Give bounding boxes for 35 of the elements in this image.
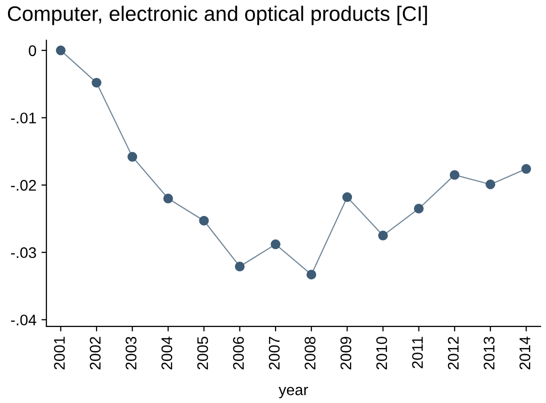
point [306, 270, 316, 280]
chart-title: Computer, electronic and optical products [CI] [8, 6, 427, 26]
point [450, 170, 460, 180]
x-tick-label: 2004 [161, 336, 172, 370]
x-tick-label: 2008 [304, 336, 316, 370]
point [234, 262, 245, 272]
point [163, 194, 174, 204]
point [414, 204, 424, 214]
x-tick-label: 2005 [197, 336, 208, 370]
point [92, 78, 102, 88]
x-tick-label: 2001 [54, 336, 65, 370]
x-tick-label: 2011 [412, 336, 423, 368]
x-tick-label: 2014 [520, 336, 530, 370]
y-tick-label: 0 [28, 45, 36, 56]
x-tick-label: 2006 [233, 336, 244, 370]
x-tick-label: 2012 [448, 336, 459, 370]
point [486, 180, 496, 190]
x-tick-label: 2010 [376, 336, 388, 370]
point [521, 164, 532, 174]
x-tick-label: 2009 [340, 336, 352, 370]
x-tick-label: 2002 [90, 336, 101, 370]
point [127, 152, 138, 162]
x-tick-label: 2013 [484, 336, 495, 370]
x-axis-title: year [278, 386, 308, 398]
x-tick-label: 2007 [268, 336, 280, 370]
y-tick-label: -.03 [11, 247, 36, 258]
point [378, 230, 388, 240]
y-tick-label: -.01 [11, 112, 36, 124]
point [270, 239, 280, 250]
x-tick-label: 2003 [126, 336, 136, 370]
point [199, 216, 209, 226]
point [56, 46, 66, 56]
point [342, 192, 352, 202]
y-tick-label: -.02 [11, 180, 36, 191]
y-tick-label: -.04 [11, 314, 36, 326]
